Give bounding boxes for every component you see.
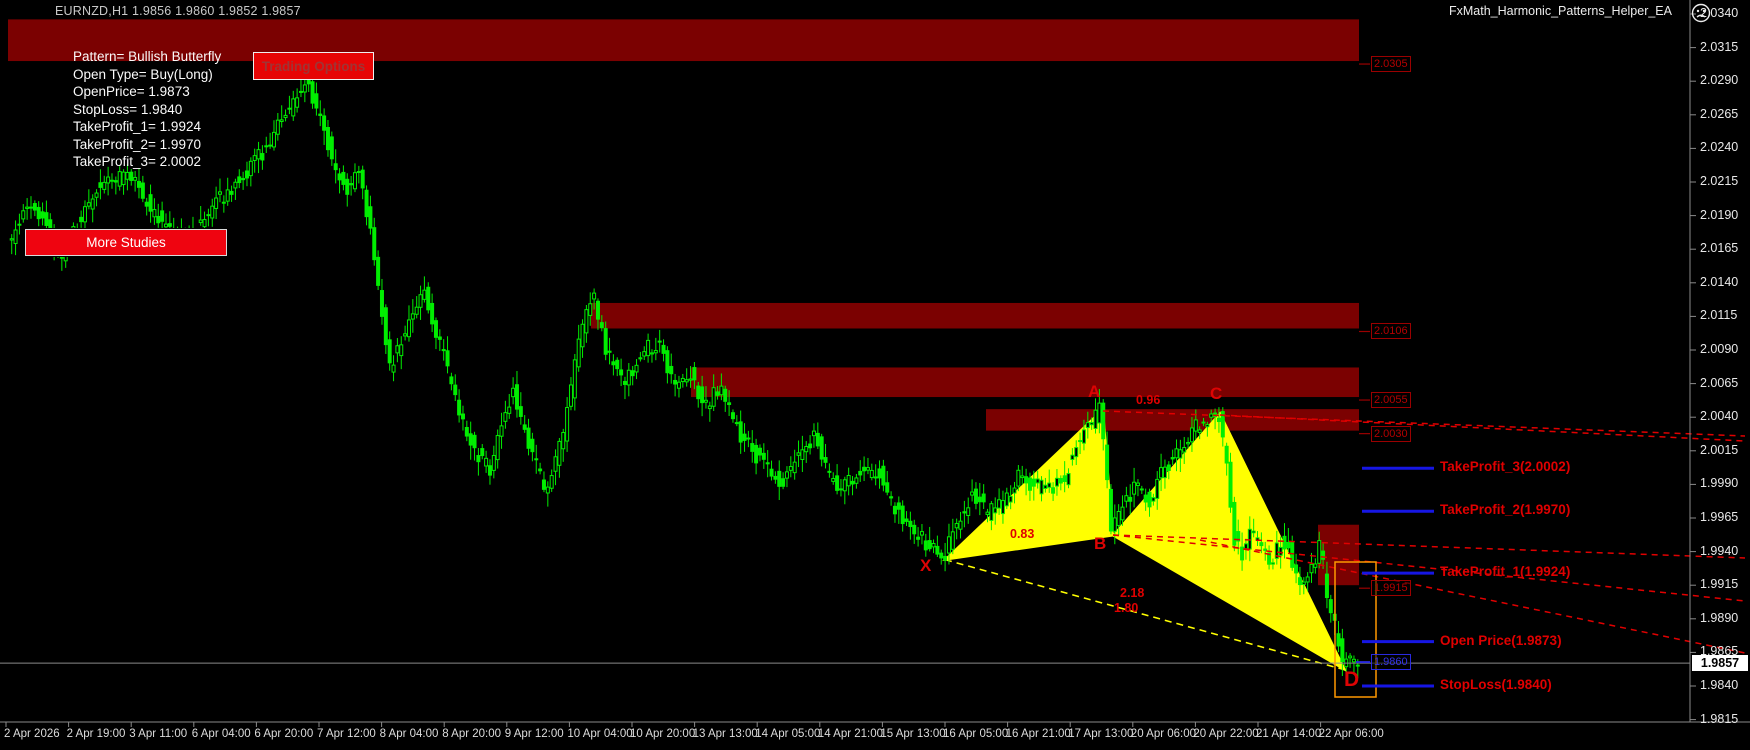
more-studies-button[interactable]: More Studies — [24, 228, 228, 257]
chart-title: EURNZD,H1 1.9856 1.9860 1.9852 1.9857 — [55, 4, 301, 18]
pattern-info-panel: Pattern= Bullish Butterfly Open Type= Buy… — [73, 48, 221, 171]
price-axis-label: 1.9890 — [1700, 610, 1739, 625]
trade-level-label: TakeProfit_2(1.9970) — [1440, 502, 1571, 518]
price-axis-label: 1.9940 — [1700, 543, 1739, 558]
price-axis-label: 2.0340 — [1700, 6, 1739, 20]
projection-dashed-line — [1199, 539, 1746, 654]
time-axis-label: 20 Apr 22:00 — [1193, 728, 1259, 740]
pattern-triangle-bcd — [1111, 411, 1348, 673]
time-axis-label: 8 Apr 20:00 — [442, 728, 502, 740]
time-axis-label: 2 Apr 19:00 — [66, 728, 126, 740]
price-axis-label: 1.9815 — [1700, 711, 1739, 726]
projection-dashed-line — [1102, 410, 1746, 437]
info-line: TakeProfit_2= 1.9970 — [73, 136, 201, 152]
reversal-zone-box — [1334, 561, 1377, 698]
supply-zone — [691, 367, 1359, 398]
price-axis-label: 2.0265 — [1700, 106, 1739, 121]
price-axis-label: 2.0140 — [1700, 274, 1739, 289]
price-axis-label: 2.0015 — [1700, 442, 1739, 457]
price-axis-label: 2.0240 — [1700, 140, 1739, 155]
supply-zone — [8, 19, 1359, 62]
time-axis-label: 6 Apr 04:00 — [191, 728, 251, 740]
time-axis-label: 22 Apr 06:00 — [1318, 728, 1384, 740]
time-axis-label: 16 Apr 21:00 — [1005, 728, 1071, 740]
price-axis-label: 1.9965 — [1700, 510, 1739, 524]
trade-level-label: StopLoss(1.9840) — [1440, 677, 1552, 692]
projection-dashed-line — [1112, 534, 1746, 602]
pattern-price-tag: 1.9860 — [1371, 654, 1411, 671]
pattern-point-x: X — [920, 556, 932, 575]
price-axis-label: 1.9990 — [1700, 476, 1739, 491]
info-line: Open Type= Buy(Long) — [73, 66, 213, 82]
trade-level-label: TakeProfit_1(1.9924) — [1440, 564, 1571, 580]
time-axis-label: 13 Apr 13:00 — [692, 728, 758, 740]
pattern-point-c: C — [1210, 384, 1223, 403]
time-axis-label: 3 Apr 11:00 — [129, 728, 188, 740]
sad-face-icon[interactable] — [1690, 2, 1712, 24]
info-line: Pattern= Bullish Butterfly — [73, 49, 222, 64]
price-axis-label: 1.9915 — [1700, 577, 1739, 592]
info-line: StopLoss= 1.9840 — [73, 101, 183, 117]
pattern-point-a: A — [1088, 382, 1101, 401]
current-price-box: 1.9857 — [1692, 655, 1748, 672]
trade-level-label: TakeProfit_3(2.0002) — [1440, 459, 1571, 475]
time-axis-label: 7 Apr 12:00 — [317, 728, 376, 740]
time-axis-label: 14 Apr 21:00 — [817, 728, 884, 740]
time-axis-label: 9 Apr 12:00 — [504, 728, 564, 740]
trade-level-label: Open Price(1.9873) — [1440, 632, 1562, 648]
info-line: TakeProfit_3= 2.0002 — [73, 154, 201, 169]
info-line: OpenPrice= 1.9873 — [73, 84, 190, 99]
time-axis-label: 21 Apr 14:00 — [1256, 728, 1322, 740]
zone-price-tag: 1.9915 — [1371, 580, 1411, 597]
time-axis-label: 20 Apr 06:00 — [1130, 728, 1197, 740]
price-axis-label: 1.9840 — [1700, 678, 1739, 692]
zone-price-tag: 2.0030 — [1371, 425, 1411, 442]
time-axis-label: 10 Apr 04:00 — [567, 728, 633, 740]
ea-name: FxMath_Harmonic_Patterns_Helper_EA — [1448, 4, 1672, 18]
price-axis-label: 1.9865 — [1700, 644, 1739, 659]
zone-price-tag: 2.0305 — [1371, 56, 1411, 73]
price-axis-label: 2.0090 — [1700, 342, 1739, 356]
time-axis-label: 17 Apr 13:00 — [1068, 728, 1134, 740]
time-axis-label: 15 Apr 13:00 — [880, 728, 946, 740]
price-axis-label: 2.0290 — [1700, 73, 1739, 88]
info-line: TakeProfit_1= 1.9924 — [73, 119, 201, 134]
fib-ratio-label: 0.96 — [1136, 393, 1161, 407]
time-axis-label: 10 Apr 20:00 — [630, 728, 696, 740]
time-axis-label: 8 Apr 04:00 — [379, 728, 439, 740]
zone-price-tag: 2.0055 — [1371, 392, 1411, 409]
supply-zone — [986, 409, 1359, 431]
trading-options-button[interactable]: Trading Options — [253, 52, 374, 80]
price-axis-label: 2.0040 — [1700, 409, 1739, 424]
pattern-point-b: B — [1094, 534, 1107, 553]
fib-ratio-label: 0.83 — [1010, 527, 1035, 541]
time-axis-label: 6 Apr 20:00 — [254, 728, 314, 740]
time-axis-label: 2 Apr 2026 — [4, 728, 60, 740]
fib-ratio-label: 2.18 — [1120, 586, 1145, 600]
supply-zone — [591, 302, 1359, 329]
price-axis-label: 2.0115 — [1700, 308, 1738, 323]
time-axis-label: 14 Apr 05:00 — [755, 728, 821, 740]
price-axis-label: 2.0165 — [1700, 241, 1739, 256]
pattern-point-d: D — [1344, 668, 1360, 691]
price-axis-label: 2.0190 — [1700, 207, 1739, 222]
price-axis-label: 2.0315 — [1700, 39, 1739, 54]
price-axis-label: 2.0065 — [1700, 375, 1739, 390]
zone-price-tag: 2.0106 — [1371, 323, 1411, 340]
pattern-xd-dashed-line — [944, 558, 1346, 671]
time-axis-label: 16 Apr 05:00 — [943, 728, 1009, 740]
fib-ratio-label: 1.80 — [1114, 601, 1139, 615]
price-axis-label: 2.0215 — [1700, 174, 1739, 188]
